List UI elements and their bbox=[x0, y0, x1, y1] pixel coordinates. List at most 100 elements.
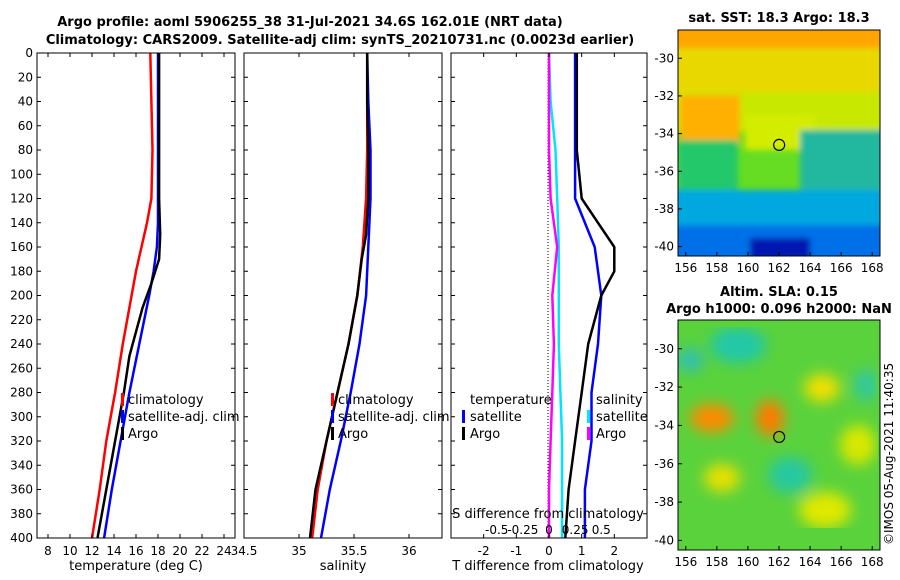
difference-lines bbox=[547, 53, 616, 538]
x-tick-label: 12 bbox=[84, 544, 99, 558]
x-tick-label: 2 bbox=[611, 544, 619, 558]
sla-map-panel: Altim. SLA: 0.15 Argo h1000: 0.096 h2000… bbox=[654, 285, 891, 569]
sla-field bbox=[678, 320, 880, 550]
temperature-xlabel: temperature (deg C) bbox=[69, 559, 203, 574]
lon-tick-label: 162 bbox=[768, 261, 791, 275]
legend-label-climatology: climatology bbox=[128, 393, 204, 408]
t-difference-label: T difference from climatology bbox=[451, 559, 644, 574]
lon-tick-label: 158 bbox=[705, 261, 728, 275]
sla-map-title: Altim. SLA: 0.15 bbox=[720, 285, 838, 300]
lon-tick-label: 160 bbox=[736, 261, 759, 275]
x-tick-label: 14 bbox=[106, 544, 121, 558]
series-line-climatology bbox=[90, 53, 154, 538]
x-tick-label: 36 bbox=[401, 544, 416, 558]
x-tick-label: 1 bbox=[578, 544, 586, 558]
sst-field bbox=[678, 30, 880, 256]
sla-map-subtitle: Argo h1000: 0.096 h2000: NaN bbox=[666, 302, 892, 317]
lon-tick-label: 156 bbox=[674, 261, 697, 275]
temperature-diff-legend: temperature satellite Argo bbox=[462, 393, 552, 442]
lat-tick-label: -36 bbox=[654, 457, 674, 471]
legend-swatch-t-satellite bbox=[462, 410, 465, 423]
depth-tick-label: 400 bbox=[10, 531, 33, 545]
legend-swatch-t-argo bbox=[462, 427, 465, 440]
lat-tick-label: -38 bbox=[654, 495, 674, 509]
temperature-lines bbox=[90, 53, 162, 538]
lon-tick-label: 160 bbox=[736, 555, 759, 569]
salinity-diff-legend: salinity satellite Argo bbox=[587, 393, 648, 442]
x-tick-label: 18 bbox=[150, 544, 165, 558]
s-tick-label: 0 bbox=[545, 523, 553, 537]
sla-argo-marker bbox=[773, 430, 786, 444]
sst-band-top bbox=[678, 30, 880, 48]
series-line-satellite-adj-clim bbox=[319, 53, 372, 538]
lat-tick-label: -38 bbox=[654, 202, 674, 216]
sla-high-1 bbox=[690, 404, 734, 432]
salinity-x-ticks: 34.5 35 35.5 36 bbox=[231, 52, 442, 558]
legend-label-t-argo: Argo bbox=[470, 427, 500, 442]
lat-tick-label: -40 bbox=[654, 533, 674, 547]
temperature-legend: climatology satellite-adj. clim Argo bbox=[121, 393, 240, 442]
lat-tick-label: -30 bbox=[654, 342, 674, 356]
legend-label-climatology-s: climatology bbox=[338, 393, 414, 408]
sla-low-4 bbox=[854, 369, 878, 401]
sst-map-panel: sat. SST: 18.3 Argo: 18.3 156 158 160 162 16… bbox=[654, 11, 883, 275]
x-tick-label: 34.5 bbox=[231, 544, 258, 558]
x-tick-label: -1 bbox=[510, 544, 522, 558]
depth-tick-label: 160 bbox=[10, 240, 33, 254]
series-line-t-argo bbox=[564, 53, 616, 538]
legend-swatch-argo bbox=[121, 427, 124, 440]
legend-swatch-satellite-adj-s bbox=[331, 410, 334, 423]
depth-tick-label: 140 bbox=[10, 216, 33, 230]
s-difference-label: S difference from climatology bbox=[452, 507, 644, 522]
lat-tick-label: -40 bbox=[654, 240, 674, 254]
s-tick-label: 0.25 bbox=[562, 523, 589, 537]
legend-label-satellite-adj: satellite-adj. clim bbox=[128, 410, 240, 425]
s-tick-label: -0.5 bbox=[485, 523, 508, 537]
sla-high-5 bbox=[799, 492, 851, 528]
lat-tick-label: -32 bbox=[654, 380, 674, 394]
sla-blobs bbox=[678, 327, 878, 528]
series-line-t-satellite bbox=[573, 53, 603, 538]
legend-label-s-satellite: satellite bbox=[596, 410, 648, 425]
depth-tick-label: 300 bbox=[10, 410, 33, 424]
depth-tick-label: 320 bbox=[10, 434, 33, 448]
sla-low-1 bbox=[710, 327, 766, 363]
legend-label-t-satellite: satellite bbox=[470, 410, 522, 425]
legend-swatch-argo-s bbox=[331, 427, 334, 440]
x-tick-label: 22 bbox=[194, 544, 209, 558]
lon-tick-label: 164 bbox=[799, 261, 822, 275]
depth-tick-label: 380 bbox=[10, 507, 33, 521]
sst-map-ticks: 156 158 160 162 164 166 168 -30 -32 -34 -36 -38 -40 bbox=[654, 51, 883, 275]
lon-tick-label: 164 bbox=[799, 555, 822, 569]
s-difference-ticks: -0.5-0.25 0 0.25 0.5 bbox=[485, 523, 611, 537]
temperature-panel: 0 20 40 60 80 100 120 140 160 180 200 220 240 260 280 3… bbox=[10, 46, 240, 574]
sst-cool-right bbox=[800, 130, 880, 190]
temperature-x-ticks: 8 10 12 14 16 18 20 22 24 bbox=[44, 53, 232, 558]
s-tick-label: -0.25 bbox=[507, 523, 538, 537]
legend-label-argo: Argo bbox=[128, 427, 158, 442]
legend-label-argo-s: Argo bbox=[338, 427, 368, 442]
lat-tick-label: -34 bbox=[654, 418, 674, 432]
lon-tick-label: 156 bbox=[674, 555, 697, 569]
depth-tick-label: 280 bbox=[10, 386, 33, 400]
x-tick-label: 16 bbox=[128, 544, 143, 558]
sla-low-2 bbox=[678, 348, 704, 372]
copyright-stamp: ©IMOS 05-Aug-2021 11:40:35 bbox=[882, 363, 896, 545]
sst-blobs bbox=[678, 30, 880, 256]
lon-tick-label: 168 bbox=[861, 555, 884, 569]
depth-tick-label: 100 bbox=[10, 167, 33, 181]
salinity-legend: climatology satellite-adj. clim Argo bbox=[331, 393, 450, 442]
depth-tick-label: 340 bbox=[10, 458, 33, 472]
sst-cold-band bbox=[678, 190, 880, 230]
lat-tick-label: -36 bbox=[654, 164, 674, 178]
series-line-argo bbox=[308, 53, 370, 538]
lon-tick-label: 168 bbox=[861, 261, 884, 275]
temperature-frame bbox=[36, 52, 236, 539]
depth-tick-label: 180 bbox=[10, 264, 33, 278]
salinity-frame bbox=[243, 52, 443, 539]
series-line-argo bbox=[96, 53, 162, 538]
sla-high-3 bbox=[804, 374, 840, 402]
sla-map-ticks: 156 158 160 162 164 166 168 -30 -32 -34 -36 -38 -40 bbox=[654, 342, 883, 569]
salinity-lines bbox=[308, 53, 372, 538]
